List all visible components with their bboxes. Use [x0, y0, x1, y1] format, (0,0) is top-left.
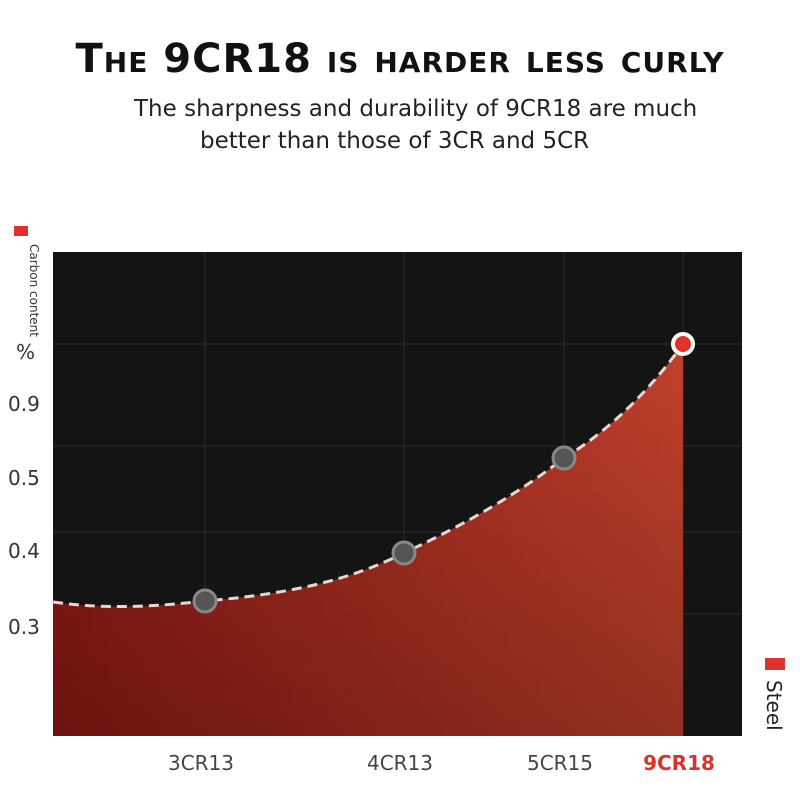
data-point-4cr13: [391, 540, 417, 566]
x-tick-label-4cr13: 4CR13: [367, 751, 433, 775]
subtitle-line-1: The sharpness and durability of 9CR18 ar…: [134, 96, 698, 122]
data-point-9cr18: [671, 332, 695, 356]
y-tick-label: 0.3: [8, 615, 40, 639]
y-axis-marker-icon: [14, 226, 28, 236]
y-tick-label: 0.9: [8, 392, 40, 416]
page-title: The 9CR18 is harder less curly: [75, 36, 725, 82]
x-tick-label-3cr13: 3CR13: [168, 751, 234, 775]
data-point-5cr15: [551, 445, 577, 471]
area-shade: [53, 344, 683, 736]
y-tick-label: 0.5: [8, 466, 40, 490]
x-tick-label-5cr15: 5CR15: [527, 751, 593, 775]
subtitle-line-2: better than those of 3CR and 5CR: [200, 128, 590, 154]
x-axis-label: Steel: [762, 680, 786, 731]
y-axis-label: Carbon content: [27, 244, 41, 337]
data-points: [192, 332, 695, 614]
x-tick-label-9cr18: 9CR18: [643, 751, 715, 775]
x-tick-labels: 3CR13 4CR13 5CR15 9CR18: [168, 751, 715, 775]
data-point-3cr13: [192, 588, 218, 614]
y-unit-label: %: [16, 340, 35, 364]
y-tick-label: 0.4: [8, 539, 40, 563]
x-axis-marker-icon: [765, 658, 785, 670]
y-tick-labels: 0.9 0.5 0.4 0.3: [8, 392, 40, 639]
